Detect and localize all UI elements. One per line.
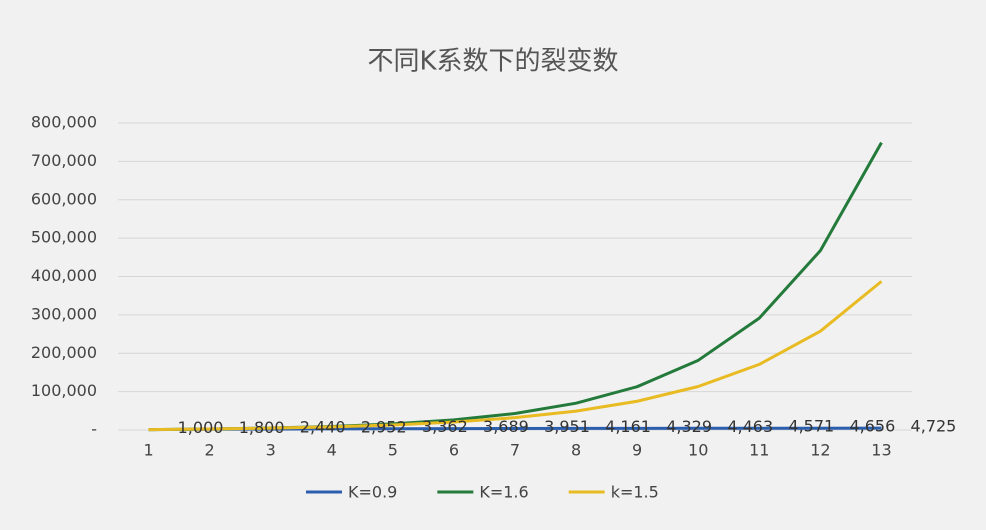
data-label: 3,951	[544, 417, 590, 436]
data-label: 4,656	[849, 417, 895, 436]
data-label: 4,161	[605, 417, 651, 436]
data-label: 3,689	[483, 417, 529, 436]
y-tick-label: 700,000	[31, 151, 97, 170]
x-tick-label: 13	[871, 441, 891, 460]
legend-label: k=1.5	[611, 483, 659, 502]
legend-label: K=0.9	[348, 483, 397, 502]
y-tick-label: 400,000	[31, 266, 97, 285]
data-label: 1,800	[239, 418, 285, 437]
x-tick-label: 1	[143, 441, 153, 460]
y-tick-label: 100,000	[31, 381, 97, 400]
line-series	[148, 280, 883, 432]
y-tick-label: 800,000	[31, 113, 97, 132]
x-tick-label: 2	[205, 441, 215, 460]
data-label: 4,571	[788, 417, 834, 436]
x-tick-label: 6	[449, 441, 459, 460]
chart-title: 不同K系数下的裂变数	[367, 47, 618, 77]
data-label: 4,463	[727, 417, 773, 436]
data-label: 2,952	[361, 417, 407, 436]
y-tick-label: 600,000	[31, 189, 97, 208]
data-label: 2,440	[300, 418, 346, 437]
x-tick-label: 3	[266, 441, 276, 460]
x-tick-label: 4	[327, 441, 337, 460]
x-tick-label: 7	[510, 441, 520, 460]
x-tick-label: 10	[688, 441, 708, 460]
x-tick-label: 9	[632, 441, 642, 460]
y-tick-label: 500,000	[31, 228, 97, 247]
x-tick-label: 8	[571, 441, 581, 460]
x-tick-label: 5	[388, 441, 398, 460]
y-tick-label: -	[91, 420, 97, 439]
y-tick-label: 200,000	[31, 343, 97, 362]
data-label: 4,329	[666, 417, 712, 436]
data-label: 3,362	[422, 417, 468, 436]
data-label: 1,000	[178, 418, 224, 437]
x-tick-label: 12	[810, 441, 830, 460]
legend-label: K=1.6	[479, 483, 528, 502]
x-tick-label: 11	[749, 441, 769, 460]
data-label: 4,725	[911, 417, 957, 436]
y-tick-label: 300,000	[31, 304, 97, 323]
